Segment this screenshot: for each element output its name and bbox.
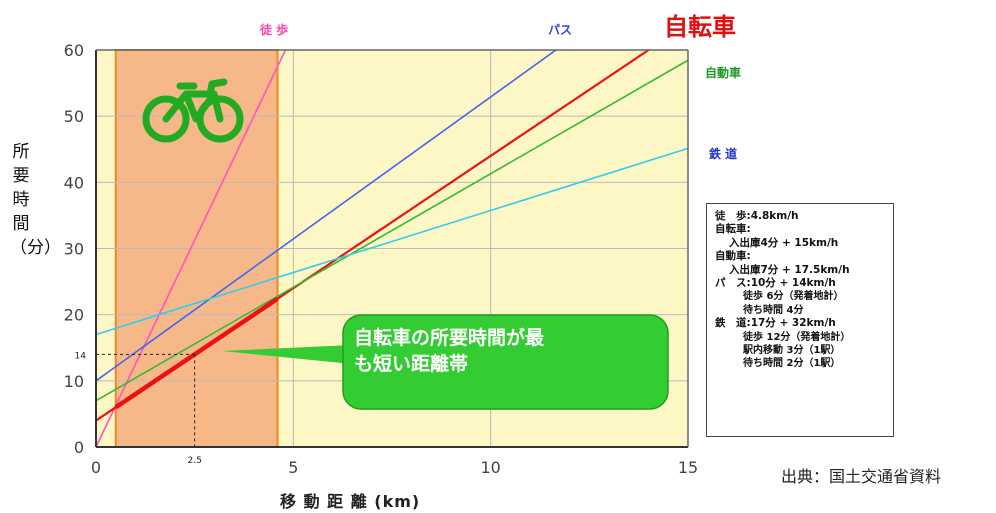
x-tick-label: 0 <box>91 458 101 477</box>
legend-line: 待ち時間 2分（1駅） <box>743 358 841 370</box>
source-note: 出典：国土交通省資料 <box>781 467 942 486</box>
y-tick-label: 0 <box>74 438 84 457</box>
legend-line: 入出庫4分 + 15km/h <box>729 236 839 249</box>
legend-line: 駅内移動 3分（1駅） <box>743 345 841 357</box>
legend-line: 鉄 道:17分 + 32km/h <box>715 317 836 330</box>
rail-label: 鉄 道 <box>709 147 738 161</box>
legend-line: 入出庫7分 + 17.5km/h <box>729 263 850 276</box>
annotation-y-label: 14 <box>75 351 87 361</box>
legend-line: 自動車: <box>715 250 751 263</box>
y-tick-label: 60 <box>64 41 84 60</box>
callout-line-2: も短い距離帯 <box>354 353 469 375</box>
legend-line: 徒歩 6分（発着地計） <box>743 291 844 303</box>
y-tick-label: 40 <box>64 173 84 192</box>
y-axis-label: 所要時間（分） <box>10 142 61 258</box>
bus-label: パス <box>548 23 573 37</box>
callout-text: 自転車の所要時間が最 も短い距離帯 <box>354 325 654 377</box>
y-tick-label: 10 <box>64 372 84 391</box>
annotation-x-label: 2.5 <box>188 456 202 466</box>
y-tick-label: 30 <box>64 240 84 259</box>
legend-line: 待ち時間 4分 <box>743 304 804 316</box>
legend-line: パ ス:10分 + 14km/h <box>715 277 836 290</box>
car-label: 自動車 <box>705 66 742 80</box>
callout-line-1: 自転車の所要時間が最 <box>354 327 545 349</box>
legend-line: 徒 歩:4.8km/h <box>715 210 799 222</box>
bicycle-icon <box>142 78 244 143</box>
series-line <box>95 49 287 448</box>
walk-label: 徒 歩 <box>260 23 289 37</box>
legend-line: 徒歩 12分（発着地計） <box>743 331 851 343</box>
bike-optimal-segment <box>114 296 279 410</box>
series-line <box>95 49 557 382</box>
y-tick-label: 20 <box>64 306 84 325</box>
callout-bubble <box>342 314 669 410</box>
series-line <box>95 147 689 336</box>
x-tick-label: 15 <box>678 458 698 477</box>
bike-title: 自転車 <box>664 13 736 41</box>
x-tick-label: 10 <box>480 458 500 477</box>
callout-pointer <box>222 345 352 364</box>
x-axis-label: 移 動 距 離 (km) <box>280 492 421 511</box>
y-tick-label: 50 <box>64 107 84 126</box>
legend-line: 自転車: <box>715 223 751 236</box>
x-tick-label: 5 <box>288 458 298 477</box>
series-line <box>95 59 689 402</box>
legend-box: 徒 歩:4.8km/h 自転車: 入出庫4分 + 15km/h 自動車: 入出庫… <box>706 203 894 437</box>
